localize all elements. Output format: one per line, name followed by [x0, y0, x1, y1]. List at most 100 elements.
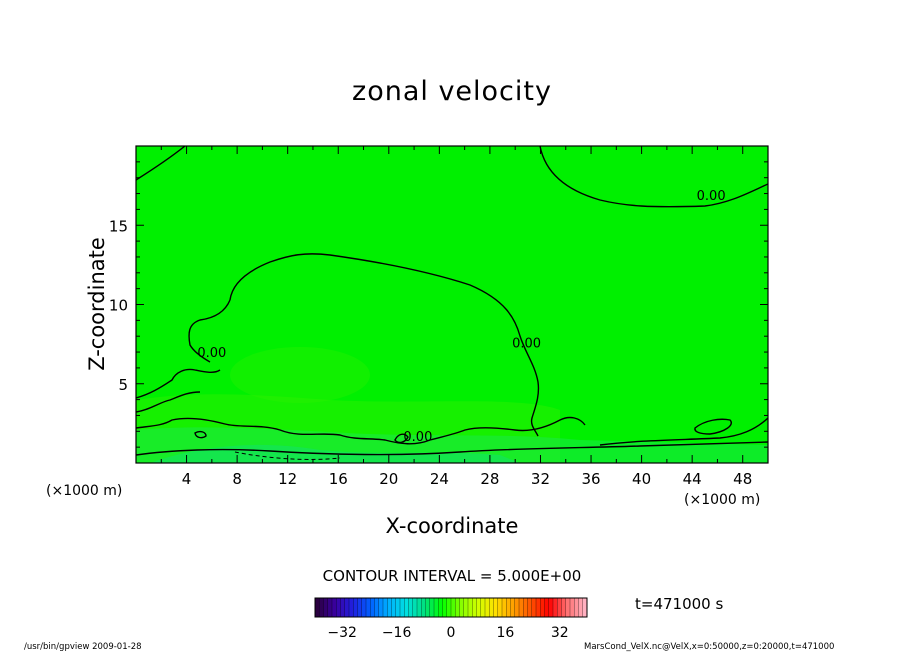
colorbar-swatch: [519, 598, 524, 617]
colorbar-swatch: [476, 598, 482, 617]
colorbar-swatch: [527, 598, 533, 617]
colorbar-swatch: [349, 598, 354, 617]
colorbar-swatch: [391, 598, 397, 617]
x-tick-label: 16: [329, 470, 348, 488]
colorbar-swatch: [374, 598, 380, 617]
colorbar-tick-label: −16: [382, 625, 412, 641]
contour-label: 0.00: [403, 430, 432, 445]
colorbar-swatch: [451, 598, 456, 617]
colorbar-swatch: [455, 598, 460, 617]
contour-small-closed-1: [394, 433, 409, 444]
colorbar-swatch: [378, 598, 384, 617]
chart-title: zonal velocity: [352, 76, 552, 107]
colorbar-swatch: [544, 598, 550, 617]
colorbar-swatch: [442, 598, 448, 617]
colorbar-swatch: [468, 598, 473, 617]
colorbar-swatch: [366, 598, 371, 617]
colorbar-swatch: [565, 598, 571, 617]
colorbar-swatch: [400, 598, 405, 617]
contour-lower-band: [136, 416, 586, 445]
y-axis-label: Z-coordinate: [85, 237, 109, 371]
x-axis-unit: (×1000 m): [684, 492, 761, 508]
footer-right: MarsCond_VelX.nc@VelX,x=0:50000,z=0:2000…: [584, 642, 835, 652]
colorbar-swatch: [531, 598, 537, 617]
y-tick-label: 15: [109, 217, 128, 235]
colorbar-swatch: [408, 598, 414, 617]
x-tick-label: 8: [232, 470, 242, 488]
x-tick-label: 44: [683, 470, 702, 488]
colorbar-swatch: [510, 598, 516, 617]
colorbar-swatch: [412, 598, 418, 617]
contour-right-low: [599, 417, 768, 446]
colorbar-swatch: [497, 598, 503, 617]
x-axis-label: X-coordinate: [385, 514, 519, 538]
contour-central-cell: [229, 253, 540, 437]
colorbar-swatch: [536, 598, 541, 617]
x-tick-label: 36: [581, 470, 600, 488]
contour-negative-dashed: [234, 451, 341, 460]
plot-area: [136, 146, 768, 463]
contour-top-left: [136, 146, 186, 181]
colorbar-swatch: [553, 598, 558, 617]
colorbar-swatch: [387, 598, 392, 617]
colorbar-swatch: [463, 598, 469, 617]
colorbar-swatch: [429, 598, 435, 617]
colorbar-swatch: [353, 598, 358, 617]
colorbar-swatch: [540, 598, 545, 617]
colorbar-swatch: [395, 598, 401, 617]
contour-label: 0.00: [512, 336, 541, 351]
x-tick-label: 12: [278, 470, 297, 488]
colorbar-swatch: [404, 598, 409, 617]
colorbar-swatch: [323, 598, 329, 617]
colorbar-swatch: [327, 598, 333, 617]
colorbar-swatch: [459, 598, 465, 617]
contour-left-upper: [188, 299, 231, 363]
y-tick-label: 5: [118, 376, 128, 394]
contour-left-mid: [136, 368, 221, 399]
contour-label: 0.00: [697, 189, 726, 204]
colorbar-swatch: [557, 598, 562, 617]
colorbar-swatch: [578, 598, 584, 617]
colorbar-swatch: [523, 598, 528, 617]
colorbar-swatch: [370, 598, 375, 617]
colorbar-swatch: [514, 598, 520, 617]
colorbar: −32 −16 0 16 32: [314, 597, 588, 641]
contour-ground: [136, 441, 768, 456]
colorbar-tick-label: 16: [496, 625, 514, 641]
contour-top-right: [539, 146, 768, 208]
colorbar-swatch: [438, 598, 443, 617]
colorbar-swatch: [315, 598, 320, 617]
colorbar-swatch: [336, 598, 341, 617]
colorbar-tick-label: 0: [447, 625, 456, 641]
x-tick-label: 4: [182, 470, 192, 488]
colorbar-swatch: [434, 598, 439, 617]
colorbar-swatch: [357, 598, 363, 617]
colorbar-swatch: [383, 598, 388, 617]
colorbar-swatch: [425, 598, 431, 617]
y-tick-label: 10: [109, 297, 128, 315]
colorbar-swatch: [582, 598, 588, 617]
footer-left: /usr/bin/gpview 2009-01-28: [24, 642, 142, 652]
colorbar-swatch: [332, 598, 337, 617]
contour-interval-label: CONTOUR INTERVAL = 5.000E+00: [322, 567, 582, 585]
colorbar-swatch: [421, 598, 426, 617]
contour-left-low: [136, 391, 201, 413]
colorbar-swatch: [485, 598, 490, 617]
colorbar-swatch: [319, 598, 324, 617]
colorbar-swatch: [472, 598, 477, 617]
colorbar-swatch: [480, 598, 486, 617]
colorbar-swatch: [493, 598, 499, 617]
colorbar-swatch: [361, 598, 367, 617]
colorbar-swatch: [570, 598, 575, 617]
colorbar-swatch: [574, 598, 579, 617]
x-tick-label: 32: [531, 470, 550, 488]
colorbar-swatch: [561, 598, 567, 617]
x-tick-label: 48: [733, 470, 752, 488]
contour-label: 0.00: [197, 346, 226, 361]
colorbar-swatch: [548, 598, 554, 617]
contour-small-closed-2: [194, 430, 207, 439]
colorbar-swatch: [417, 598, 422, 617]
colorbar-tick-label: 32: [551, 625, 569, 641]
x-tick-label: 20: [379, 470, 398, 488]
